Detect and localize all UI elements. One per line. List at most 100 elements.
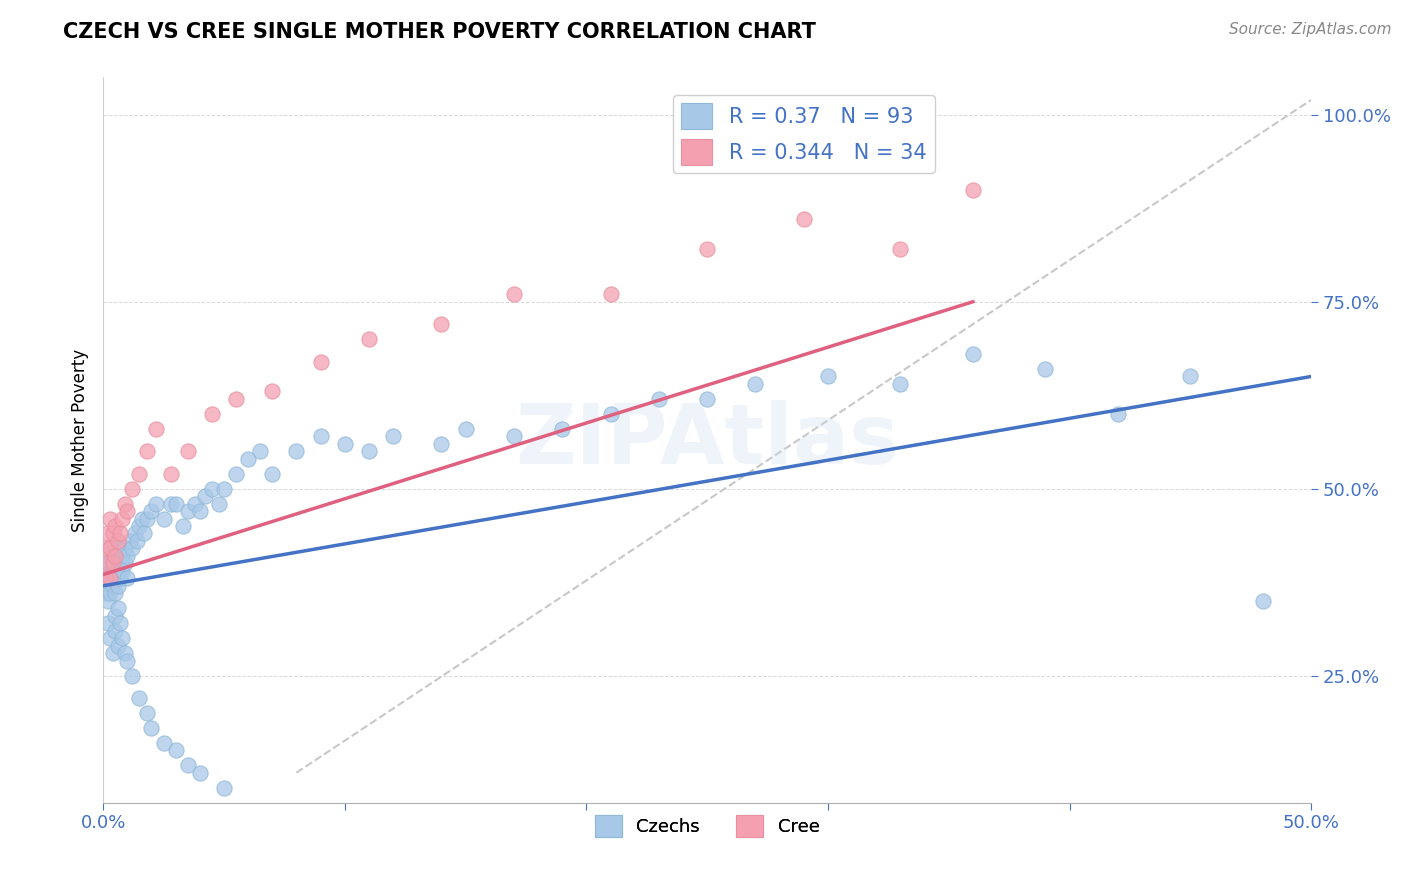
Point <box>502 429 524 443</box>
Point <box>357 444 380 458</box>
Point <box>117 549 139 563</box>
Point <box>108 557 131 571</box>
Point <box>430 436 453 450</box>
Point <box>152 511 174 525</box>
Point <box>357 332 380 346</box>
Point <box>100 586 122 600</box>
Point <box>104 519 127 533</box>
Point <box>382 429 405 443</box>
Point <box>285 444 308 458</box>
Legend: Czechs, Cree: Czechs, Cree <box>588 808 827 845</box>
Y-axis label: Single Mother Poverty: Single Mother Poverty <box>72 349 89 532</box>
Point <box>100 541 122 556</box>
Point <box>962 347 984 361</box>
Point <box>128 467 150 481</box>
Point <box>962 183 984 197</box>
Point <box>141 504 163 518</box>
Point <box>430 317 453 331</box>
Point <box>135 444 157 458</box>
Text: Source: ZipAtlas.com: Source: ZipAtlas.com <box>1229 22 1392 37</box>
Point <box>107 533 129 548</box>
Point <box>135 706 157 720</box>
Point <box>1107 407 1129 421</box>
Point <box>100 571 122 585</box>
Point <box>101 549 124 563</box>
Point <box>104 608 127 623</box>
Point <box>152 736 174 750</box>
Point <box>188 504 211 518</box>
Point <box>100 541 122 556</box>
Point <box>111 564 134 578</box>
Point <box>118 533 141 548</box>
Point <box>696 243 718 257</box>
Point <box>201 482 224 496</box>
Point <box>101 557 124 571</box>
Point <box>333 436 356 450</box>
Point <box>454 422 477 436</box>
Point <box>599 407 621 421</box>
Point <box>111 631 134 645</box>
Point <box>97 593 120 607</box>
Text: CZECH VS CREE SINGLE MOTHER POVERTY CORRELATION CHART: CZECH VS CREE SINGLE MOTHER POVERTY CORR… <box>63 22 815 42</box>
Point <box>104 624 127 638</box>
Point <box>124 526 146 541</box>
Point <box>188 765 211 780</box>
Point <box>599 287 621 301</box>
Point <box>107 564 129 578</box>
Point <box>184 497 207 511</box>
Point <box>141 721 163 735</box>
Point <box>134 526 156 541</box>
Point <box>107 549 129 563</box>
Point <box>172 519 194 533</box>
Point <box>94 571 117 585</box>
Point <box>249 444 271 458</box>
Point <box>100 571 122 585</box>
Point <box>309 429 332 443</box>
Point <box>817 369 839 384</box>
Point <box>107 601 129 615</box>
Point <box>117 654 139 668</box>
Point <box>97 557 120 571</box>
Point <box>104 571 127 585</box>
Point <box>165 743 187 757</box>
Point <box>104 541 127 556</box>
Point <box>128 690 150 705</box>
Point <box>135 511 157 525</box>
Point <box>225 467 247 481</box>
Point <box>225 392 247 406</box>
Point <box>889 243 911 257</box>
Point <box>145 497 167 511</box>
Point <box>208 497 231 511</box>
Point <box>121 668 143 682</box>
Point <box>551 422 574 436</box>
Point <box>94 541 117 556</box>
Point <box>696 392 718 406</box>
Point <box>114 541 136 556</box>
Point <box>793 212 815 227</box>
Point <box>111 549 134 563</box>
Point <box>94 586 117 600</box>
Point <box>201 407 224 421</box>
Point <box>262 384 284 399</box>
Text: ZIPAtlas: ZIPAtlas <box>515 400 898 481</box>
Point <box>97 616 120 631</box>
Point <box>165 497 187 511</box>
Point <box>131 511 153 525</box>
Point <box>107 639 129 653</box>
Point <box>101 526 124 541</box>
Point <box>117 571 139 585</box>
Point <box>262 467 284 481</box>
Point <box>100 631 122 645</box>
Point <box>176 504 198 518</box>
Point <box>111 511 134 525</box>
Point <box>502 287 524 301</box>
Point <box>114 557 136 571</box>
Point <box>97 571 120 585</box>
Point <box>1180 369 1202 384</box>
Point <box>648 392 671 406</box>
Point <box>236 451 259 466</box>
Point <box>108 571 131 585</box>
Point <box>212 482 235 496</box>
Point <box>1035 362 1057 376</box>
Point <box>114 497 136 511</box>
